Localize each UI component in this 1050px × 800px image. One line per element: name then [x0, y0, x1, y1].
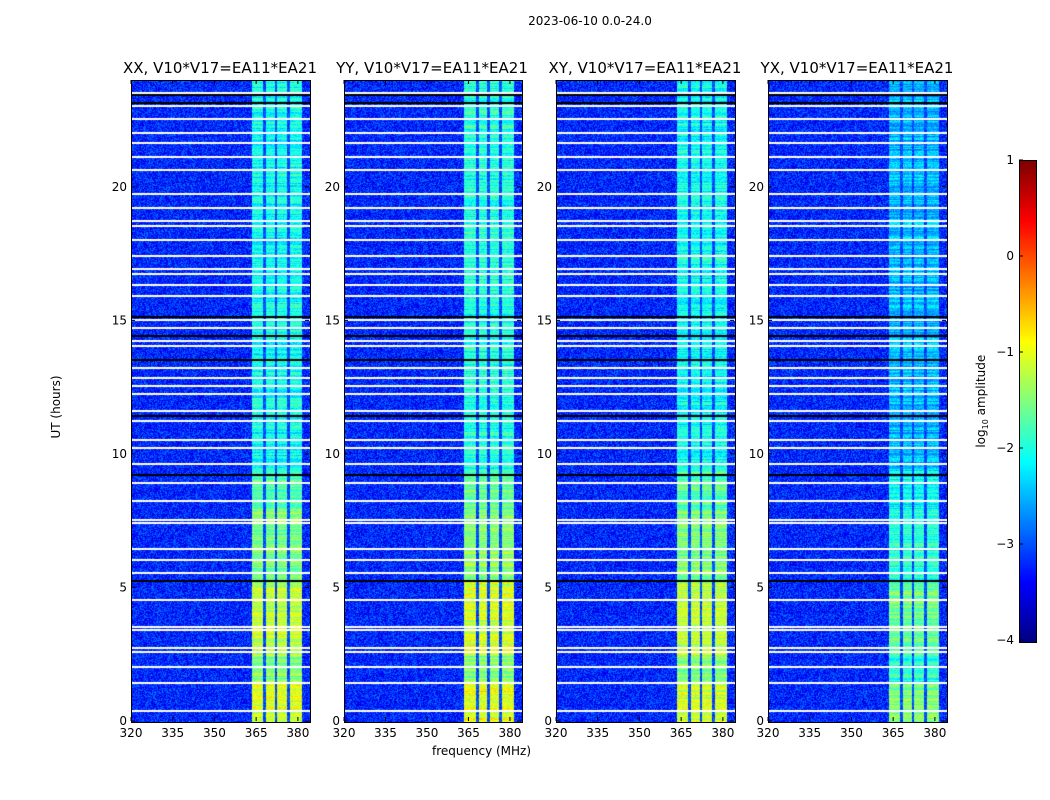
- panel-title-yy: YY, V10*V17=EA11*EA21: [336, 59, 528, 77]
- colorbar-label-main: log: [973, 429, 988, 448]
- colorbar-tick-label: 0: [1006, 249, 1014, 263]
- colorbar: [1019, 160, 1037, 643]
- panel-title-xx: XX, V10*V17=EA11*EA21: [122, 59, 318, 77]
- x-tick-label: 335: [374, 726, 397, 740]
- y-tick-label: 10: [537, 447, 552, 461]
- x-tick-label: 350: [416, 726, 439, 740]
- x-axis-label: frequency (MHz): [432, 744, 532, 758]
- y-axis-label: UT (hours): [49, 375, 63, 439]
- y-tick-label: 5: [119, 580, 127, 594]
- y-tick-label: 20: [112, 180, 127, 194]
- x-tick-label: 380: [286, 726, 309, 740]
- x-tick-label: 380: [923, 726, 946, 740]
- y-tick-label: 10: [112, 447, 127, 461]
- panel-title-xy: XY, V10*V17=EA11*EA21: [548, 59, 742, 77]
- colorbar-tick-label: 1: [1006, 153, 1014, 167]
- y-tick-label: 0: [332, 714, 340, 728]
- x-tick-label: 365: [670, 726, 693, 740]
- y-tick-label: 10: [749, 447, 764, 461]
- y-tick-label: 0: [756, 714, 764, 728]
- x-tick-label: 320: [120, 726, 143, 740]
- heatmap-yy: [344, 80, 523, 723]
- y-tick-label: 20: [749, 180, 764, 194]
- x-tick-label: 365: [882, 726, 905, 740]
- y-tick-label: 15: [749, 313, 764, 327]
- y-tick-label: 5: [756, 580, 764, 594]
- x-tick-label: 365: [457, 726, 480, 740]
- x-tick-label: 335: [798, 726, 821, 740]
- heatmap-xy: [556, 80, 736, 723]
- colorbar-tick-label: −2: [996, 441, 1014, 455]
- x-tick-label: 380: [711, 726, 734, 740]
- x-tick-label: 380: [498, 726, 521, 740]
- x-tick-label: 335: [586, 726, 609, 740]
- y-tick-label: 5: [332, 580, 340, 594]
- y-tick-label: 5: [544, 580, 552, 594]
- y-tick-label: 0: [119, 714, 127, 728]
- y-tick-label: 20: [325, 180, 340, 194]
- y-tick-label: 15: [112, 313, 127, 327]
- x-tick-label: 320: [333, 726, 356, 740]
- colorbar-label-rest: amplitude: [973, 354, 988, 420]
- x-tick-label: 365: [245, 726, 268, 740]
- y-tick-label: 15: [537, 313, 552, 327]
- x-tick-label: 320: [757, 726, 780, 740]
- y-tick-label: 20: [537, 180, 552, 194]
- y-tick-label: 10: [325, 447, 340, 461]
- x-tick-label: 350: [628, 726, 651, 740]
- x-tick-label: 350: [840, 726, 863, 740]
- colorbar-tick-label: −3: [996, 537, 1014, 551]
- heatmap-xx: [131, 80, 311, 723]
- x-tick-label: 335: [161, 726, 184, 740]
- colorbar-tick-label: −1: [996, 345, 1014, 359]
- x-tick-label: 350: [203, 726, 226, 740]
- colorbar-label-sub: 10: [981, 419, 991, 430]
- colorbar-label: log10 amplitude: [974, 341, 990, 461]
- heatmap-yx: [768, 80, 948, 723]
- x-tick-label: 320: [545, 726, 568, 740]
- panel-title-yx: YX, V10*V17=EA11*EA21: [760, 59, 954, 77]
- y-tick-label: 15: [325, 313, 340, 327]
- y-tick-label: 0: [544, 714, 552, 728]
- colorbar-tick-label: −4: [996, 633, 1014, 647]
- figure-title: 2023-06-10 0.0-24.0: [528, 14, 652, 28]
